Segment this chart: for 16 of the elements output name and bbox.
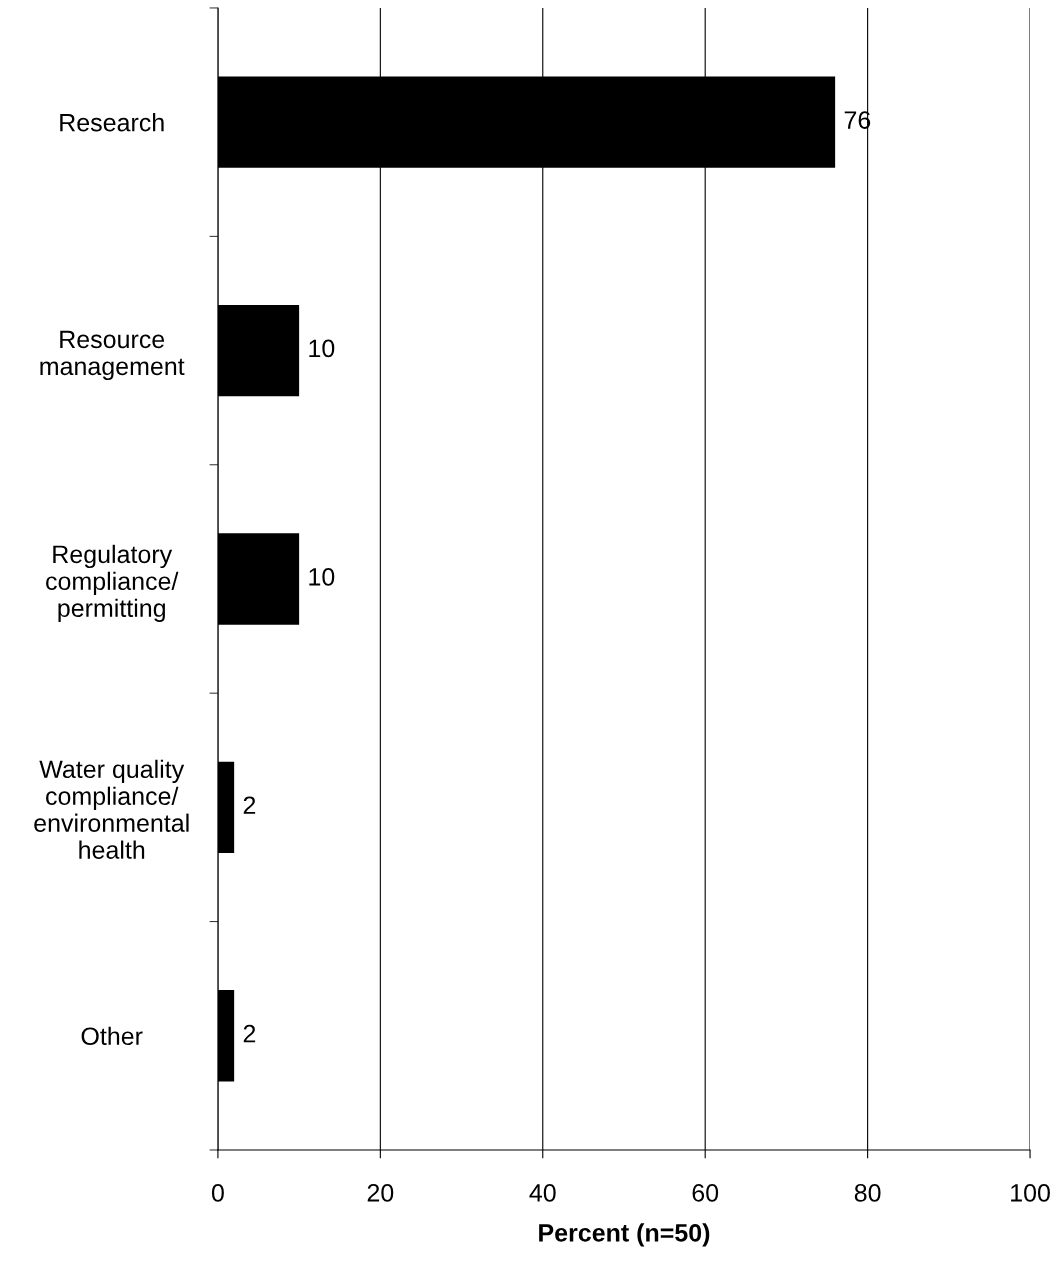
x-tick-label: 80 [854, 1183, 881, 1202]
data-label: 2 [243, 1024, 256, 1043]
x-tick-label: 100 [1011, 1183, 1050, 1202]
y-tick-label: Water quality compliance/ environmental health [34, 759, 189, 859]
data-label: 10 [309, 567, 335, 586]
y-tick-label: Research [60, 113, 164, 132]
x-tick-label: 60 [692, 1183, 719, 1202]
x-tick-label: 0 [211, 1183, 224, 1202]
x-tick-label: 20 [367, 1183, 394, 1202]
y-tick-label: Regulatory compliance/ permitting [46, 544, 179, 622]
x-axis-title: Percent (n=50) [539, 1223, 710, 1247]
y-tick-label: Resource management [40, 330, 185, 381]
x-tick-label: 40 [529, 1183, 556, 1202]
data-label: 10 [309, 339, 335, 358]
y-tick-label: Other [81, 1026, 143, 1046]
data-label: 2 [243, 796, 256, 814]
